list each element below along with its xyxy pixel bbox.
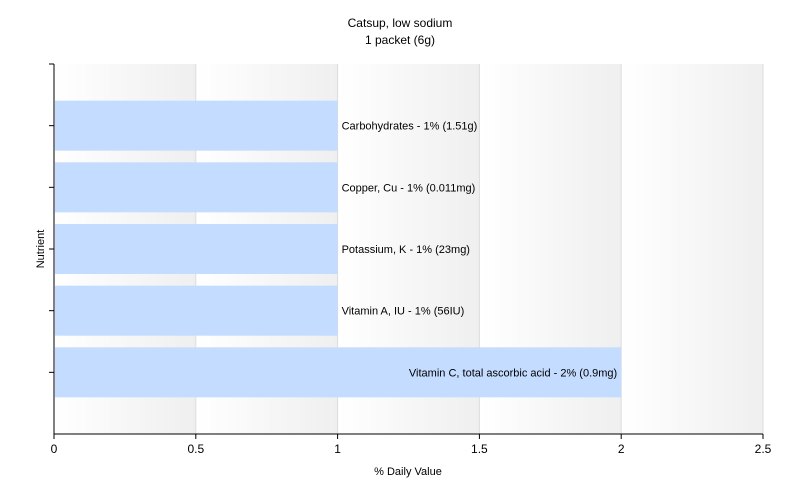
y-axis-label: Nutrient xyxy=(35,229,47,269)
chart-title: Catsup, low sodium xyxy=(347,16,453,30)
bar-label: Potassium, K - 1% (23mg) xyxy=(342,244,470,256)
bar-label: Copper, Cu - 1% (0.011mg) xyxy=(342,182,476,194)
x-tick-label: 1 xyxy=(334,442,341,456)
x-tick-label: 2 xyxy=(618,442,625,456)
bar xyxy=(55,285,338,336)
bar xyxy=(55,347,622,398)
x-axis-label: % Daily Value xyxy=(374,466,442,478)
plot-band xyxy=(621,64,763,434)
bar-label: Carbohydrates - 1% (1.51g) xyxy=(342,121,478,133)
bar-label: Vitamin C, total ascorbic acid - 2% (0.9… xyxy=(409,367,617,379)
x-tick-label: 1.5 xyxy=(471,442,488,456)
x-tick-label: 0.5 xyxy=(187,442,204,456)
bar xyxy=(55,224,338,274)
x-tick-label: 2.5 xyxy=(755,442,772,456)
bar-label: Vitamin A, IU - 1% (56IU) xyxy=(342,306,465,318)
chart-subtitle: 1 packet (6g) xyxy=(364,33,436,47)
x-tick-label: 0 xyxy=(51,442,58,456)
bar xyxy=(55,100,338,151)
bar xyxy=(55,162,338,213)
